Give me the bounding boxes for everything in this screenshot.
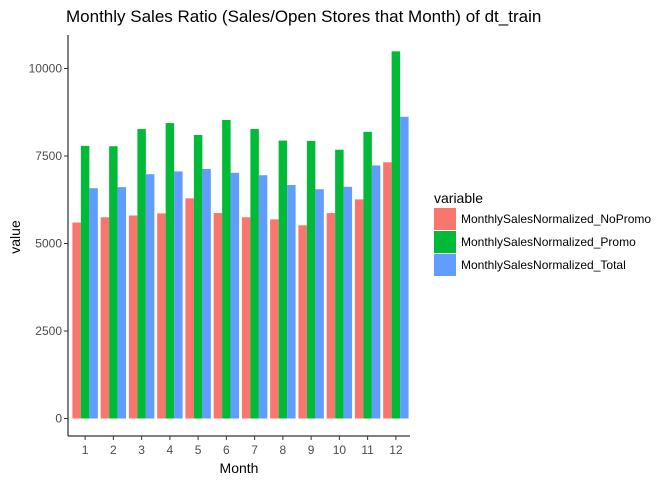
plot-area	[72, 51, 409, 419]
bar-month-12-series-1	[383, 162, 392, 419]
x-tick-label: 5	[195, 443, 202, 457]
x-tick-label: 1	[82, 443, 89, 457]
y-axis-ticks: 0 2500 5000 7500 10000	[29, 62, 68, 426]
x-tick-label: 9	[308, 443, 315, 457]
x-tick-label: 4	[167, 443, 174, 457]
legend: variable MonthlySalesNormalized_NoPromo M…	[434, 190, 651, 276]
bar-month-3-series-3	[145, 174, 155, 419]
bar-month-3-series-1	[128, 215, 138, 419]
legend-key-2	[434, 231, 456, 253]
bar-month-4-series-2	[165, 123, 175, 419]
y-axis-title: value	[7, 220, 23, 254]
bar-month-7-series-3	[258, 175, 268, 419]
bar-month-11-series-1	[354, 199, 364, 419]
bar-month-10-series-1	[326, 213, 336, 419]
bar-month-6-series-1	[213, 213, 223, 419]
x-tick-label: 3	[138, 443, 145, 457]
legend-key-1	[434, 208, 456, 230]
y-tick-label: 5000	[35, 237, 62, 251]
x-tick-label: 6	[223, 443, 230, 457]
x-axis-title: Month	[220, 460, 259, 476]
bar-month-1-series-1	[72, 222, 81, 419]
bar-month-11-series-3	[371, 165, 381, 419]
x-tick-label: 7	[251, 443, 258, 457]
x-tick-label: 12	[389, 443, 403, 457]
bar-month-10-series-2	[335, 149, 344, 419]
bar-month-5-series-1	[185, 198, 194, 419]
legend-key-3	[434, 254, 456, 276]
bar-month-9-series-3	[315, 189, 324, 419]
bar-month-9-series-2	[306, 140, 316, 419]
bar-month-5-series-3	[202, 168, 211, 419]
bar-month-3-series-2	[137, 129, 146, 419]
x-tick-label: 10	[333, 443, 347, 457]
legend-label-2: MonthlySalesNormalized_Promo	[461, 235, 636, 249]
bar-month-2-series-3	[117, 187, 127, 419]
bar-month-2-series-2	[109, 146, 118, 419]
y-tick-label: 0	[55, 412, 62, 426]
y-tick-label: 7500	[35, 149, 62, 163]
bar-month-12-series-3	[400, 116, 409, 419]
x-axis-ticks: 1 2 3 4 5 6 7 8 9 10 11 12	[82, 436, 403, 457]
legend-label-3: MonthlySalesNormalized_Total	[461, 258, 626, 272]
x-tick-label: 2	[110, 443, 117, 457]
bar-month-1-series-3	[89, 188, 98, 419]
bar-month-6-series-2	[222, 119, 231, 419]
bar-month-9-series-1	[298, 225, 307, 419]
bar-month-2-series-1	[100, 217, 110, 419]
bar-month-12-series-2	[391, 51, 401, 419]
bar-month-8-series-3	[287, 185, 296, 419]
bar-month-6-series-3	[230, 172, 240, 419]
legend-title: variable	[434, 190, 483, 206]
bar-month-4-series-1	[157, 213, 166, 419]
bar-month-10-series-3	[343, 186, 353, 419]
bar-month-11-series-2	[363, 131, 372, 419]
bar-month-4-series-3	[174, 171, 183, 419]
bar-month-7-series-1	[241, 217, 251, 419]
legend-label-1: MonthlySalesNormalized_NoPromo	[461, 212, 651, 226]
y-tick-label: 2500	[35, 324, 62, 338]
x-tick-label: 8	[280, 443, 287, 457]
bar-month-1-series-2	[80, 145, 90, 419]
chart-title: Monthly Sales Ratio (Sales/Open Stores t…	[66, 7, 541, 26]
bar-month-8-series-1	[270, 219, 279, 419]
x-tick-label: 11	[361, 443, 374, 457]
bar-month-7-series-2	[250, 129, 259, 419]
y-tick-label: 10000	[29, 62, 63, 76]
bar-month-8-series-2	[278, 140, 288, 419]
bar-month-5-series-2	[193, 135, 203, 419]
